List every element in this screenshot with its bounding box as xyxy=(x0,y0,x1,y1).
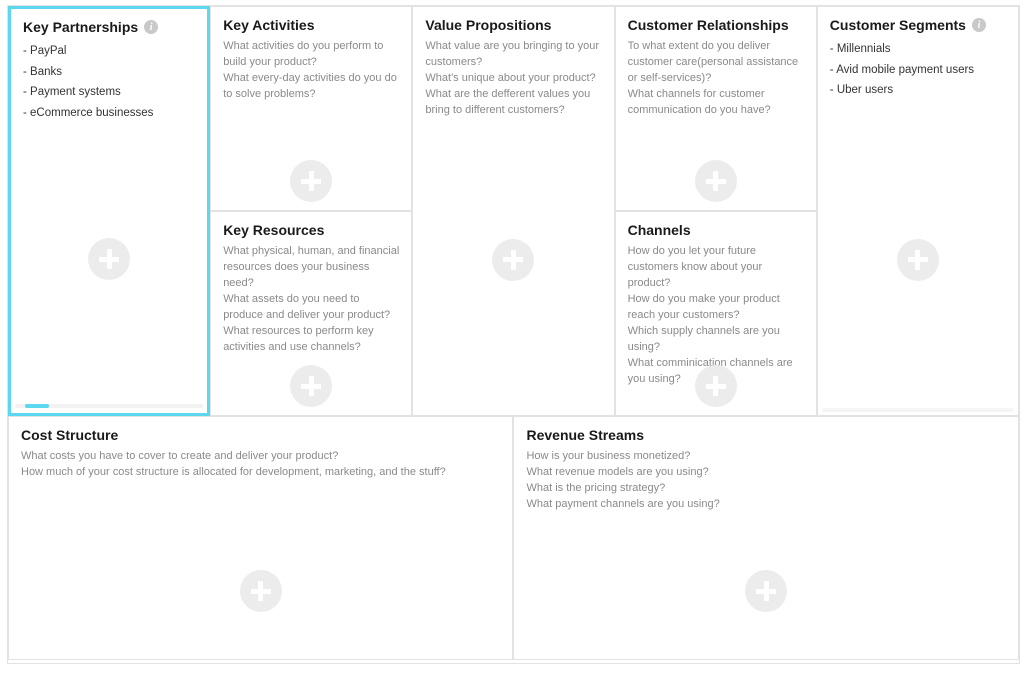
add-item-button[interactable] xyxy=(897,239,939,281)
cell-channels[interactable]: Channels How do you let your future cust… xyxy=(615,211,817,416)
info-icon[interactable]: i xyxy=(144,20,158,34)
add-item-button[interactable] xyxy=(240,570,282,612)
cell-title: Cost Structure xyxy=(21,427,500,443)
list-item[interactable]: Avid mobile payment users xyxy=(830,60,1006,81)
scrollbar[interactable] xyxy=(822,408,1014,412)
business-model-canvas: Key Partnerships i PayPal Banks Payment … xyxy=(7,5,1020,664)
cell-title: Revenue Streams xyxy=(526,427,1006,443)
title-text: Customer Segments xyxy=(830,17,966,33)
add-item-button[interactable] xyxy=(745,570,787,612)
title-text: Revenue Streams xyxy=(526,427,644,443)
cell-title: Key Activities xyxy=(223,17,399,33)
hint-text: What costs you have to cover to create a… xyxy=(21,449,500,481)
cell-title: Customer Segments i xyxy=(830,17,1006,33)
cell-revenue-streams[interactable]: Revenue Streams How is your business mon… xyxy=(513,416,1019,660)
cell-title: Channels xyxy=(628,222,804,238)
cell-title: Value Propositions xyxy=(425,17,601,33)
cell-cost-structure[interactable]: Cost Structure What costs you have to co… xyxy=(8,416,513,660)
info-icon[interactable]: i xyxy=(972,18,986,32)
title-text: Cost Structure xyxy=(21,427,118,443)
list-item[interactable]: Banks xyxy=(23,62,195,83)
scrollbar[interactable] xyxy=(15,404,203,408)
cell-value-propositions[interactable]: Value Propositions What value are you br… xyxy=(412,6,614,416)
hint-text: What activities do you perform to build … xyxy=(223,39,399,103)
cell-title: Key Partnerships i xyxy=(23,19,195,35)
hint-text: To what extent do you deliver customer c… xyxy=(628,39,804,119)
cell-title: Key Resources xyxy=(223,222,399,238)
add-item-button[interactable] xyxy=(290,365,332,407)
item-list: Millennials Avid mobile payment users Ub… xyxy=(830,39,1006,101)
list-item[interactable]: eCommerce businesses xyxy=(23,103,195,124)
cell-key-partnerships[interactable]: Key Partnerships i PayPal Banks Payment … xyxy=(8,6,210,416)
hint-text: How is your business monetized? What rev… xyxy=(526,449,1006,513)
add-item-button[interactable] xyxy=(88,238,130,280)
title-text: Key Activities xyxy=(223,17,314,33)
list-item[interactable]: PayPal xyxy=(23,41,195,62)
cell-key-resources[interactable]: Key Resources What physical, human, and … xyxy=(210,211,412,416)
title-text: Key Resources xyxy=(223,222,324,238)
add-item-button[interactable] xyxy=(695,160,737,202)
cell-key-activities[interactable]: Key Activities What activities do you pe… xyxy=(210,6,412,211)
cell-customer-relationships[interactable]: Customer Relationships To what extent do… xyxy=(615,6,817,211)
add-item-button[interactable] xyxy=(290,160,332,202)
add-item-button[interactable] xyxy=(695,365,737,407)
hint-text: What physical, human, and financial reso… xyxy=(223,244,399,356)
cell-title: Customer Relationships xyxy=(628,17,804,33)
add-item-button[interactable] xyxy=(492,239,534,281)
list-item[interactable]: Millennials xyxy=(830,39,1006,60)
list-item[interactable]: Payment systems xyxy=(23,82,195,103)
cell-customer-segments[interactable]: Customer Segments i Millennials Avid mob… xyxy=(817,6,1019,416)
title-text: Customer Relationships xyxy=(628,17,789,33)
title-text: Channels xyxy=(628,222,691,238)
list-item[interactable]: Uber users xyxy=(830,80,1006,101)
title-text: Key Partnerships xyxy=(23,19,138,35)
hint-text: What value are you bringing to your cust… xyxy=(425,39,601,119)
scrollbar-thumb[interactable] xyxy=(25,404,49,408)
item-list: PayPal Banks Payment systems eCommerce b… xyxy=(23,41,195,124)
title-text: Value Propositions xyxy=(425,17,551,33)
